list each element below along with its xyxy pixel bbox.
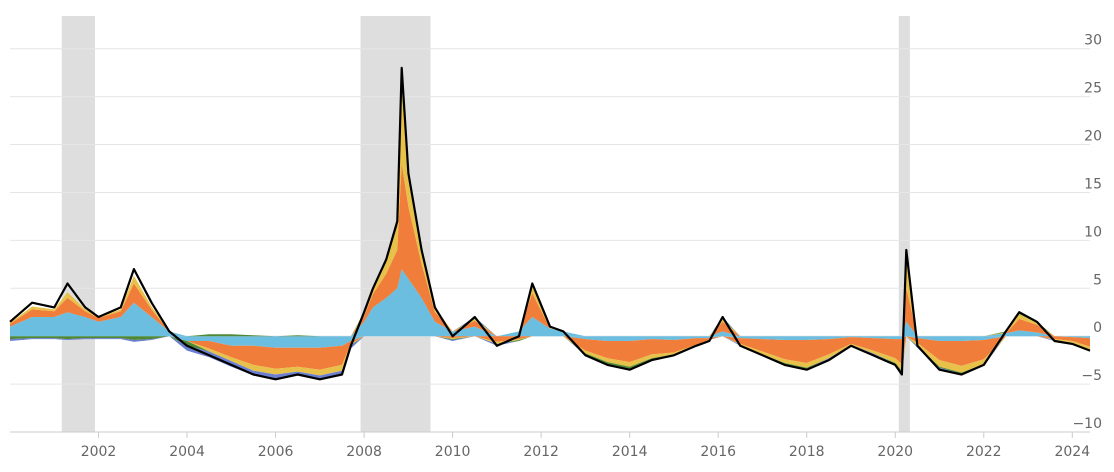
recession-band-3 [898,16,910,432]
x-tick-label-2018: 2018 [789,444,825,460]
area-series-1-positive [10,269,1090,337]
area-series-3-positive [10,87,1090,337]
total-index-line [9,66,1091,381]
area-series-2-positive [10,163,1090,337]
x-tick-label-2006: 2006 [258,444,294,460]
x-tick-label-2024: 2024 [1054,444,1090,460]
x-tick-label-2012: 2012 [523,444,559,460]
y-tick-label-0: 30 [1084,33,1102,49]
area-series-5-positive [10,67,1090,337]
x-tick-label-2004: 2004 [169,444,205,460]
total-index-line-group [9,66,1091,381]
y-tick-label-3: 15 [1084,176,1102,192]
x-tick-label-2008: 2008 [346,444,382,460]
x-tick-label-2016: 2016 [700,444,736,460]
area-series-1-negative [10,336,1090,348]
y-tick-label-2: 20 [1084,129,1102,145]
y-tick-labels: 30 25 20 15 10 5 0 −5 −10 [1072,33,1102,432]
area-series-2-negative [10,336,1090,370]
y-tick-label-8: −10 [1072,416,1102,432]
y-tick-label-7: −5 [1081,368,1102,384]
x-tick-label-2010: 2010 [435,444,471,460]
x-tick-label-2020: 2020 [877,444,913,460]
y-tick-label-5: 5 [1093,272,1102,288]
x-axis [10,431,1090,438]
recession-bands [61,16,910,432]
recession-band-1 [61,16,95,432]
x-tick-label-2002: 2002 [81,444,117,460]
y-tick-label-6: 0 [1093,320,1102,336]
x-tick-labels: 2002 2004 2006 2008 2010 2012 2014 2016 2018 2020… [81,444,1090,460]
y-tick-label-1: 25 [1084,81,1102,97]
stacked-areas [10,67,1090,380]
y-tick-label-4: 10 [1084,224,1102,240]
gridlines [10,48,1090,433]
area-series-3-negative [10,336,1090,376]
area-series-4-positive [10,72,1090,337]
x-tick-label-2022: 2022 [966,444,1002,460]
x-tick-label-2014: 2014 [612,444,648,460]
